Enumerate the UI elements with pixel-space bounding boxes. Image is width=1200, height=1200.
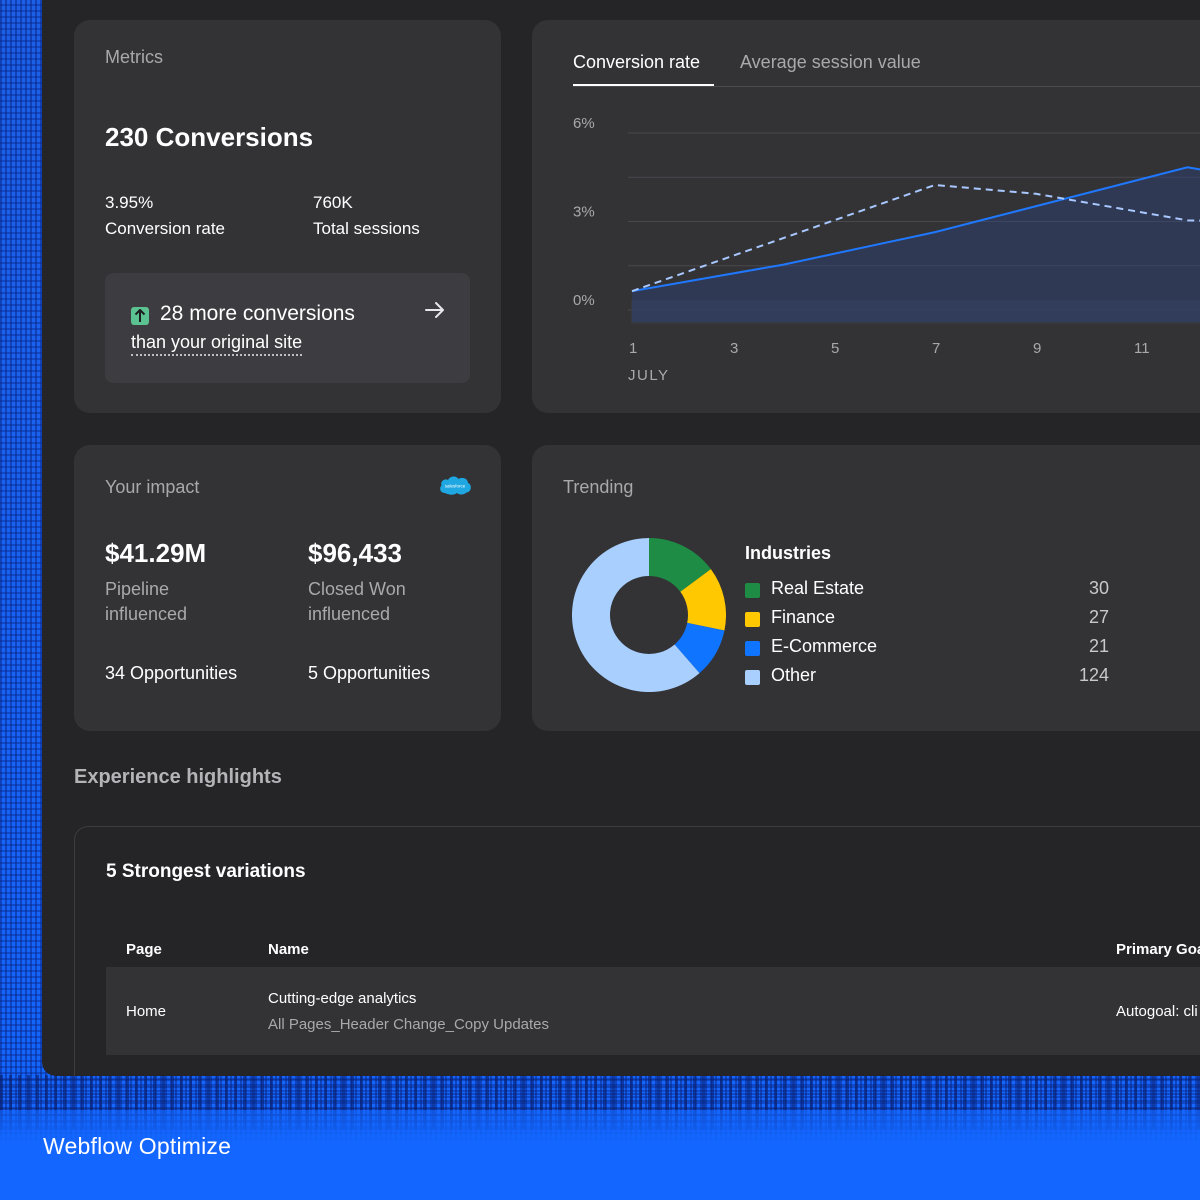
legend-item: Other 124 <box>745 665 1109 691</box>
legend-swatch <box>745 583 760 598</box>
row-goal: Autogoal: cli <box>1116 1003 1198 1020</box>
arrow-up-icon <box>131 307 149 325</box>
x-axis-label: JULY <box>628 367 670 384</box>
legend-value: 21 <box>1088 636 1109 656</box>
conversion-rate-label: Conversion rate <box>105 219 226 238</box>
promo-subtitle[interactable]: than your original site <box>131 332 303 356</box>
conversion-chart-card: Conversion rate Average session value 6%… <box>532 20 1200 413</box>
variations-table-card: 5 Strongest variations Page Name Primary… <box>74 826 1200 1076</box>
arrow-right-icon[interactable] <box>425 301 445 324</box>
metrics-label: Metrics <box>105 47 163 67</box>
legend-swatch <box>745 641 760 656</box>
x-tick-label: 11 <box>1134 340 1150 357</box>
tab-divider <box>573 86 1200 87</box>
plot-baseline-band <box>631 300 1200 324</box>
column-header-primary-goal[interactable]: Primary Goa <box>1116 941 1200 958</box>
donut-slice <box>572 538 700 692</box>
tab-conversion-rate[interactable]: Conversion rate <box>573 52 701 72</box>
legend-name: Real Estate <box>771 578 865 598</box>
row-subtitle: All Pages_Header Change_Copy Updates <box>268 1016 550 1033</box>
donut-slice <box>648 538 711 593</box>
promo-title: 28 more conversions <box>160 302 355 325</box>
dashed-series-line <box>631 183 1200 293</box>
experience-highlights-title: Experience highlights <box>74 766 282 788</box>
pipeline-value: $41.29M <box>105 538 207 568</box>
svg-text:salesforce: salesforce <box>445 484 466 489</box>
legend-value: 30 <box>1088 578 1109 598</box>
donut-slice <box>679 569 726 631</box>
pipeline-label: Pipeline influenced <box>105 579 188 624</box>
legend-name: E-Commerce <box>771 636 878 656</box>
table-row[interactable]: Home Cutting-edge analytics All Pages_He… <box>106 967 1200 1055</box>
donut-slice <box>673 621 725 674</box>
column-header-name[interactable]: Name <box>268 941 309 958</box>
conversion-line-chart: 6%3%0%135791113JULY <box>573 115 1200 384</box>
conversion-rate-value: 3.95% <box>105 193 154 212</box>
brand-name: Webflow Optimize <box>43 1133 232 1159</box>
trending-label: Trending <box>563 477 634 497</box>
x-tick-label: 3 <box>730 340 738 357</box>
pipeline-opportunities: 34 Opportunities <box>105 663 238 683</box>
legend-item: Real Estate 30 <box>745 578 1109 604</box>
closed-won-label: Closed Won influenced <box>308 579 406 624</box>
row-page: Home <box>126 1003 167 1020</box>
industries-title: Industries <box>745 543 832 563</box>
total-sessions-value: 760K <box>313 193 353 212</box>
solid-series-line <box>631 166 1200 293</box>
series-area <box>632 167 1200 322</box>
closed-won-value: $96,433 <box>308 538 402 568</box>
legend-item: Finance 27 <box>745 607 1109 633</box>
x-tick-label: 1 <box>629 340 637 357</box>
y-tick-label: 3% <box>573 204 595 221</box>
legend-swatch <box>745 612 760 627</box>
closed-won-opportunities: 5 Opportunities <box>308 663 431 683</box>
legend-name: Other <box>771 665 817 685</box>
metrics-card: Metrics 230 Conversions 3.95% Conversion… <box>74 20 501 413</box>
active-tab-indicator <box>573 84 714 86</box>
industries-donut-chart <box>572 538 726 692</box>
y-tick-label: 6% <box>573 115 595 132</box>
dashboard-window: Metrics 230 Conversions 3.95% Conversion… <box>42 0 1200 1076</box>
impact-label: Your impact <box>105 477 200 497</box>
x-tick-label: 7 <box>932 340 940 357</box>
salesforce-icon: salesforce <box>438 473 472 502</box>
x-tick-label: 5 <box>831 340 839 357</box>
legend-swatch <box>745 670 760 685</box>
total-sessions-label: Total sessions <box>313 219 420 238</box>
tab-average-session-value[interactable]: Average session value <box>740 52 921 72</box>
legend-item: E-Commerce 21 <box>745 636 1109 662</box>
row-name: Cutting-edge analytics <box>268 990 417 1007</box>
y-tick-label: 0% <box>573 292 595 309</box>
impact-card: Your impact salesforce $41.29M Pipeline … <box>74 445 501 731</box>
conversions-promo[interactable]: 28 more conversions than your original s… <box>105 273 470 383</box>
legend-name: Finance <box>771 607 836 627</box>
legend-value: 27 <box>1088 607 1109 627</box>
legend-value: 124 <box>1078 665 1109 685</box>
x-tick-label: 9 <box>1033 340 1041 357</box>
variations-table-title: 5 Strongest variations <box>106 861 306 882</box>
column-header-page[interactable]: Page <box>126 941 162 958</box>
conversions-headline: 230 Conversions <box>105 122 314 152</box>
background-footer <box>0 1110 1200 1200</box>
trending-card: Trending Industries Real Estate 30 Finan… <box>532 445 1200 731</box>
